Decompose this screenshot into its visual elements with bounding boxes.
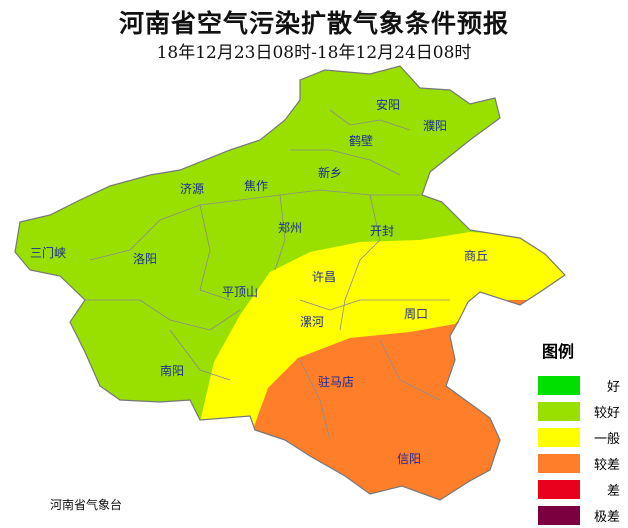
legend-label: 较好 (593, 405, 620, 421)
legend-title: 图例 (542, 342, 575, 361)
city-label: 三门峡 (30, 246, 67, 260)
legend-label: 一般 (593, 431, 620, 447)
legend-label: 极差 (593, 509, 620, 525)
legend-swatch (538, 479, 580, 499)
legend-item: 好 (538, 372, 628, 398)
city-label: 信阳 (397, 452, 422, 466)
legend-item: 极差 (538, 502, 628, 528)
city-label: 新乡 (318, 166, 343, 180)
city-label: 驻马店 (318, 375, 355, 389)
map-subtitle: 18年12月23日08时-18年12月24日08时 (156, 43, 472, 63)
city-label: 濮阳 (423, 119, 448, 133)
city-label: 平顶山 (222, 285, 259, 299)
city-label: 焦作 (244, 179, 269, 193)
legend-label: 较差 (593, 457, 620, 473)
legend-item: 一般 (538, 424, 628, 450)
city-label: 商丘 (464, 249, 489, 263)
city-label: 南阳 (160, 364, 185, 378)
map-title: 河南省空气污染扩散气象条件预报 (118, 9, 509, 38)
legend-item: 差 (538, 476, 628, 502)
legend: 图例 好 较好 一般 较差 差 极差 (538, 338, 628, 528)
city-label: 洛阳 (133, 252, 158, 266)
city-label: 鹤壁 (349, 134, 374, 148)
legend-item: 较好 (538, 398, 628, 424)
city-label: 漯河 (300, 315, 325, 329)
city-label: 许昌 (312, 270, 337, 284)
district-boundaries (80, 109, 450, 441)
city-label: 开封 (370, 224, 395, 238)
legend-label: 差 (606, 483, 620, 499)
legend-swatch (538, 375, 580, 395)
legend-item: 较差 (538, 450, 628, 476)
city-label: 郑州 (278, 221, 303, 235)
legend-swatch (538, 453, 580, 473)
legend-label: 好 (606, 379, 620, 395)
city-label: 周口 (404, 307, 429, 321)
legend-swatch (538, 427, 580, 447)
city-label: 安阳 (376, 98, 401, 112)
legend-swatch (538, 505, 580, 525)
city-label: 济源 (180, 182, 205, 196)
legend-swatch (538, 401, 580, 421)
source-label: 河南省气象台 (50, 498, 123, 512)
